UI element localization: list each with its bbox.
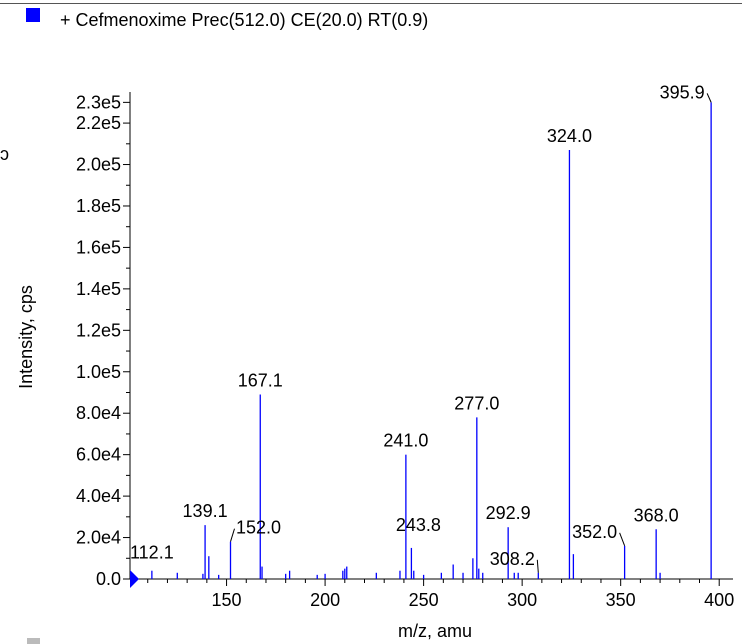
bottom-marker [27,638,40,644]
peak-label: 395.9 [660,82,705,102]
y-tick-label: 0.0 [96,569,121,589]
y-tick-label: 2.0e4 [76,528,121,548]
peak-label: 241.0 [383,431,428,451]
y-tick-label: 2.0e5 [76,155,121,175]
peak-label: 152.0 [236,518,281,538]
peak-label: 352.0 [572,522,617,542]
peak-label: 368.0 [634,505,679,525]
y-tick-label: 2.2e5 [76,113,121,133]
bars [151,102,712,579]
x-tick-label: 350 [606,590,636,610]
y-tick-label: 1.0e5 [76,362,121,382]
x-axis-label: m/z, amu [398,621,472,641]
peak-label: 167.1 [238,371,283,391]
y-axis-label: Intensity, cps [16,285,36,389]
x-tick-label: 200 [310,590,340,610]
y-tick-label: 2.3e5 [76,92,121,112]
legend-marker [26,8,40,22]
peak-label: 243.8 [396,515,441,535]
peak-label: 308.2 [490,549,535,569]
axes: 0.0 2.0e4 4.0e4 6.0e4 8.0e4 1.0e5 1.2e5 1.4e5 1.… [76,92,734,610]
x-tick-label: 250 [409,590,439,610]
y-tick-label: 1.2e5 [76,320,121,340]
legend-label: + Cefmenoxime Prec(512.0) CE(20.0) RT(0.… [60,10,428,30]
left-edge-glyph: ͻ [0,144,9,164]
y-tick-label: 4.0e4 [76,486,121,506]
y-tick-label: 1.6e5 [76,237,121,257]
peak-label: 277.0 [454,393,499,413]
peak-leader-line [706,93,712,103]
peak-leader-line [230,528,235,542]
peak-label: 292.9 [486,503,531,523]
peak-leader-line [619,532,626,547]
y-tick-label: 1.8e5 [76,196,121,216]
y-tick-label: 1.4e5 [76,279,121,299]
x-tick-label: 300 [507,590,537,610]
y-tick-label: 6.0e4 [76,445,121,465]
peak-label: 139.1 [183,501,228,521]
peak-leader-line [536,559,539,573]
peak-labels: 112.1 139.1 152.0 167.1 241.0 243.8 277.0 292.9… [130,82,712,573]
origin-marker [130,570,139,588]
x-tick-label: 150 [212,590,242,610]
y-tick-label: 8.0e4 [76,403,121,423]
peak-label: 112.1 [130,543,174,563]
x-tick-label: 400 [704,590,734,610]
peak-label: 324.0 [547,126,592,146]
